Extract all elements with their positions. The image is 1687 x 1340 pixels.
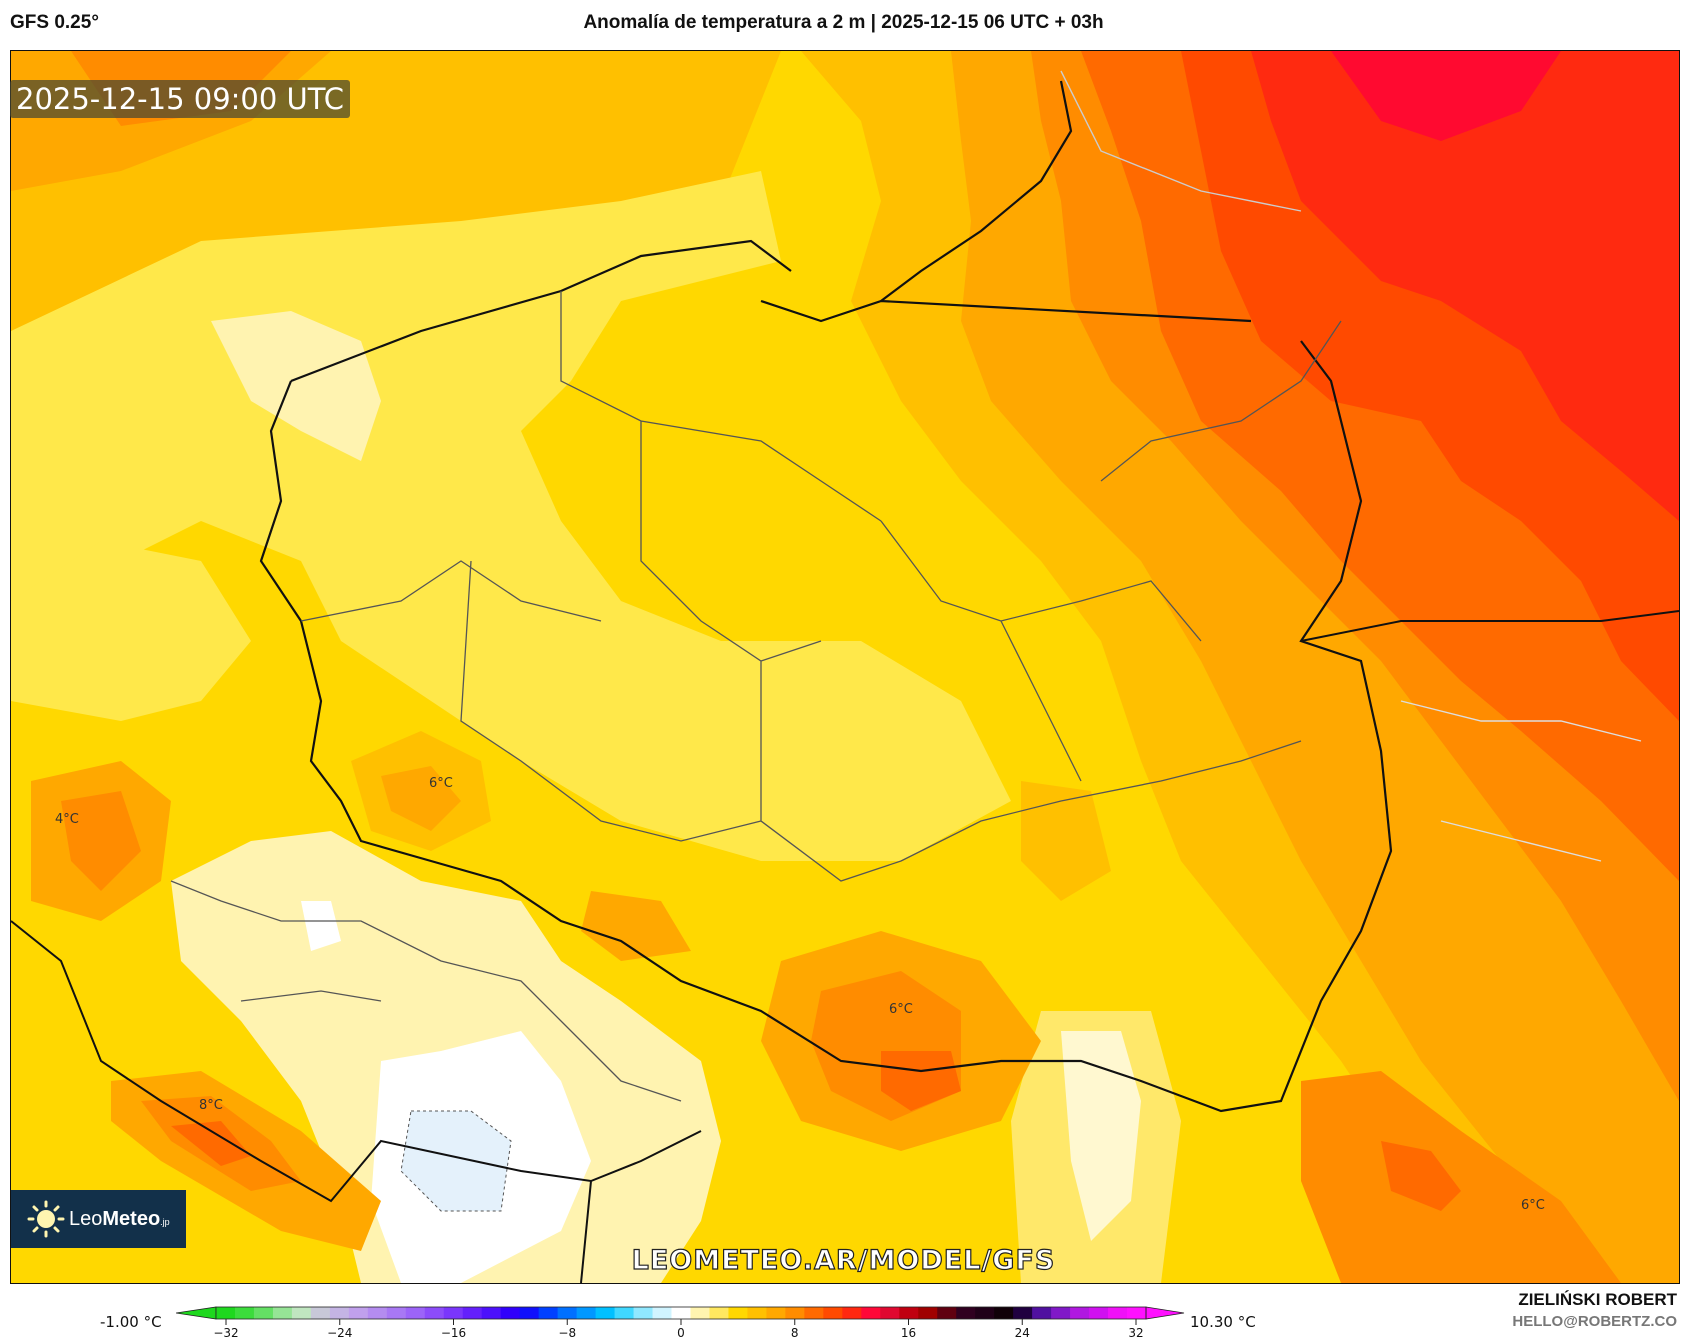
author-email[interactable]: HELLO@ROBERTZ.CO [1512, 1313, 1677, 1330]
temperature-anomaly-map[interactable]: 6°C 4°C 6°C 8°C 6°C [10, 50, 1680, 1284]
baltic-coastline [290, 80, 1252, 383]
ukraine-admin-borders [1400, 700, 1642, 862]
author-credit: ZIELIŃSKI ROBERT HELLO@ROBERTZ.CO [1512, 1290, 1677, 1330]
contour-label-6c-tatra: 6°C [889, 1002, 913, 1017]
chart-title: Anomalía de temperatura a 2 m | 2025-12-… [583, 12, 1104, 33]
contour-pale-lagoon [211, 311, 381, 461]
contour-label-6c-silesia: 6°C [429, 776, 453, 791]
contour-label-6c-se: 6°C [1521, 1198, 1545, 1213]
poland-border [259, 340, 1393, 1113]
colorbar-tick-label: −8 [558, 1326, 577, 1340]
contour-orange-west [61, 791, 141, 891]
contour-label-4c-west: 4°C [55, 812, 79, 827]
sun-icon [27, 1200, 65, 1238]
contour-white-bohemia [301, 901, 341, 951]
admin-borders [300, 291, 1342, 882]
author-name: ZIELIŃSKI ROBERT [1518, 1290, 1677, 1309]
contour-dark-orange-tatra [881, 1051, 961, 1111]
map-canvas: 6°C 4°C 6°C 8°C 6°C [11, 51, 1679, 1283]
contour-lightblue-alps [400, 1110, 512, 1212]
colorbar-tick-label: −32 [213, 1326, 239, 1340]
contour-amber-silesia [381, 766, 461, 831]
south-borders [11, 920, 702, 1283]
contour-dark-orange-sw [171, 1121, 251, 1166]
leometeo-logo[interactable]: LeoMeteo.jp [11, 1190, 186, 1248]
ukraine-border [1300, 610, 1679, 642]
contour-crimson-ne [1331, 51, 1561, 141]
contour-gold-central [1021, 781, 1111, 901]
colorbar-tick-label: 0 [677, 1326, 685, 1340]
colorbar-tick-label: 24 [1014, 1326, 1030, 1340]
colorbar [176, 1306, 1185, 1325]
valid-time-badge: 2025-12-15 09:00 UTC [10, 80, 351, 118]
contour-orange-se [1301, 1071, 1621, 1283]
contour-pale-hungary [1011, 1011, 1181, 1283]
baltic-region-borders [1060, 70, 1302, 212]
source-watermark: LEOMETEO.AR/MODEL/GFS [631, 1244, 1056, 1276]
contour-light-yellow-west [11, 541, 251, 721]
model-label: GFS 0.25° [10, 12, 99, 33]
colorbar-tick-label: 16 [900, 1326, 917, 1340]
contour-amber-moravia [581, 891, 691, 961]
czech-admin-borders [170, 880, 682, 1102]
colorbar-tick-label: 8 [790, 1326, 799, 1340]
colorbar-min-label: -1.00 °C [100, 1313, 162, 1331]
colorbar-tick-label: −16 [440, 1326, 467, 1340]
contour-dark-orange-se [1381, 1141, 1461, 1211]
colorbar-tick-label: 32 [1128, 1326, 1144, 1340]
contour-red-ne [1251, 51, 1679, 521]
colorbar-max-label: 10.30 °C [1190, 1313, 1256, 1331]
logo-text: LeoMeteo.jp [69, 1207, 170, 1230]
contour-label-8c-alps: 8°C [199, 1098, 223, 1113]
colorbar-tick-label: −24 [327, 1326, 353, 1340]
